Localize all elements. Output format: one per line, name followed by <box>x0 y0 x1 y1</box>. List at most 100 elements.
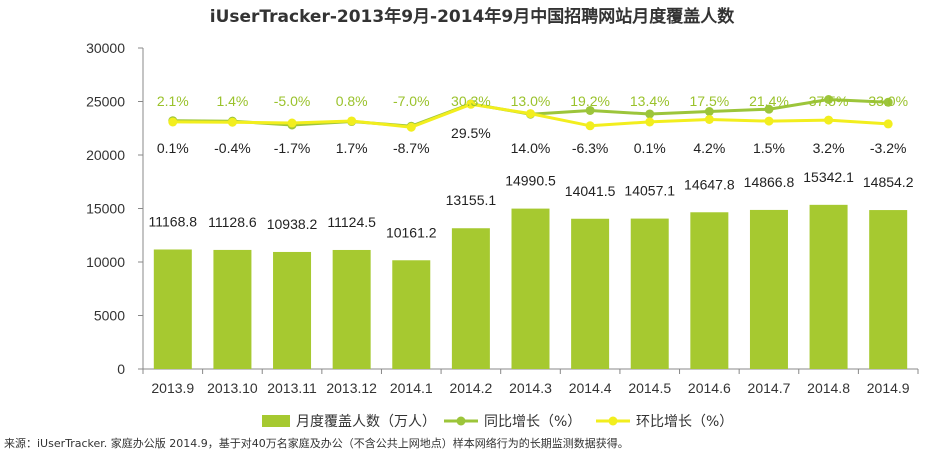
mom-point <box>406 122 416 132</box>
mom-data-label: -3.2% <box>870 140 907 156</box>
y-tick-label: 30000 <box>86 40 125 56</box>
mom-point <box>883 119 893 129</box>
bar-value-label: 11168.8 <box>149 213 198 229</box>
bar <box>630 218 669 369</box>
mom-data-label: 3.2% <box>813 140 845 156</box>
mom-point <box>347 116 357 126</box>
mom-point <box>704 114 714 124</box>
x-tick-label: 2014.9 <box>867 380 910 396</box>
mom-data-label: 0.1% <box>157 140 189 156</box>
axes: 0 5000 10000 15000 20000 25000 30000 2013.9 2013… <box>86 40 919 396</box>
bar-value-label: 15342.1 <box>803 169 854 185</box>
chart-title: iUserTracker-2013年9月-2014年9月中国招聘网站月度覆盖人数 <box>210 6 735 27</box>
yoy-data-label: 0.8% <box>336 93 368 109</box>
yoy-data-label: 2.1% <box>157 93 189 109</box>
x-tick-label: 2014.5 <box>628 380 671 396</box>
yoy-point <box>824 95 834 104</box>
x-tick-label: 2014.6 <box>688 380 731 396</box>
mom-data-label: 1.5% <box>753 140 785 156</box>
legend-marker-mom <box>608 416 618 426</box>
bar <box>869 210 908 369</box>
x-tick-label: 2013.9 <box>151 380 194 396</box>
yoy-data-label: 1.4% <box>216 93 248 109</box>
y-tick-label: 15000 <box>86 201 125 217</box>
x-tick-label: 2014.3 <box>509 380 552 396</box>
mom-data-label: -0.4% <box>214 140 251 156</box>
bar-value-label: 14990.5 <box>505 173 556 189</box>
bar <box>571 218 610 369</box>
y-tick-label: 25000 <box>86 94 125 110</box>
mom-data-label: 0.1% <box>634 140 666 156</box>
mom-point <box>645 117 655 127</box>
bar-series: 11168.8 11128.6 10938.2 11124.5 10161.2 13155… <box>149 169 914 369</box>
yoy-point <box>764 104 774 114</box>
yoy-data-label: 30.3% <box>451 93 491 109</box>
source-note: 来源：iUserTracker. 家庭办公版 2014.9，基于对40万名家庭及… <box>4 436 629 450</box>
yoy-point <box>645 109 655 119</box>
x-tick-label: 2013.12 <box>326 380 377 396</box>
mom-data-label: 14.0% <box>511 140 551 156</box>
y-tick-label: 0 <box>117 361 125 377</box>
x-tick-label: 2013.11 <box>267 380 317 396</box>
mom-point <box>764 116 774 126</box>
bar-value-label: 11128.6 <box>208 214 257 230</box>
bar <box>332 249 371 369</box>
mom-point <box>585 121 595 131</box>
mom-data-label: -1.7% <box>274 140 311 156</box>
yoy-data-label: -5.0% <box>274 93 311 109</box>
yoy-point <box>585 105 595 115</box>
bar <box>749 209 788 369</box>
x-tick-label: 2013.10 <box>207 380 258 396</box>
x-tick-label: 2014.8 <box>807 380 850 396</box>
bar <box>153 249 192 369</box>
bar-value-label: 14647.8 <box>684 176 735 192</box>
yoy-data-label: 21.4% <box>749 93 789 109</box>
bar-value-label: 14041.5 <box>565 183 616 199</box>
bar-value-label: 13155.1 <box>446 192 497 208</box>
bar <box>213 249 252 369</box>
bar-value-label: 14057.1 <box>624 183 675 199</box>
bar-value-label: 10938.2 <box>267 216 318 232</box>
x-tick-label: 2014.1 <box>390 380 433 396</box>
bar-value-label: 10161.2 <box>386 224 437 240</box>
mom-point <box>466 99 476 109</box>
yoy-data-label: 13.4% <box>630 93 670 109</box>
mom-data-label: 1.7% <box>336 140 368 156</box>
bar-value-label: 11124.5 <box>327 214 376 230</box>
bar <box>511 208 550 369</box>
yoy-point <box>883 97 893 107</box>
legend: 月度覆盖人数（万人） 同比增长（%） 环比增长（%） <box>262 414 733 430</box>
x-tick-label: 2014.4 <box>569 380 612 396</box>
mom-data-label: -6.3% <box>572 140 609 156</box>
bar <box>392 260 431 369</box>
legend-swatch-bar <box>262 415 290 427</box>
yoy-data-label: -7.0% <box>393 93 430 109</box>
mom-point <box>168 117 178 127</box>
yoy-data-label: 33.0% <box>868 93 908 109</box>
mom-data-label: 4.2% <box>693 140 725 156</box>
bar <box>690 212 729 369</box>
y-tick-label: 20000 <box>86 147 125 163</box>
x-tick-label: 2014.7 <box>748 380 791 396</box>
mom-point <box>287 118 297 128</box>
legend-label-yoy: 同比增长（%） <box>484 414 581 430</box>
y-tick-label: 5000 <box>94 308 125 324</box>
bar <box>451 228 490 369</box>
bar <box>273 251 312 369</box>
yoy-data-label: 19.2% <box>570 93 610 109</box>
y-tick-label: 10000 <box>86 254 125 270</box>
mom-data-label: 29.5% <box>451 125 491 141</box>
mom-point <box>824 115 834 125</box>
legend-label-bar: 月度覆盖人数（万人） <box>296 414 436 430</box>
x-tick-label: 2014.2 <box>449 380 492 396</box>
legend-label-mom: 环比增长（%） <box>636 414 733 430</box>
yoy-data-label: 37.5% <box>809 93 849 109</box>
yoy-data-label: 17.5% <box>689 93 729 109</box>
line-series: 2.1% 1.4% -5.0% 0.8% -7.0% 30.3% 13.0% 19.2% 13.… <box>157 93 908 156</box>
bar <box>809 204 848 369</box>
legend-marker-yoy <box>456 416 466 426</box>
yoy-point <box>704 107 714 116</box>
mom-point <box>227 117 237 127</box>
bar-value-label: 14854.2 <box>863 174 914 190</box>
